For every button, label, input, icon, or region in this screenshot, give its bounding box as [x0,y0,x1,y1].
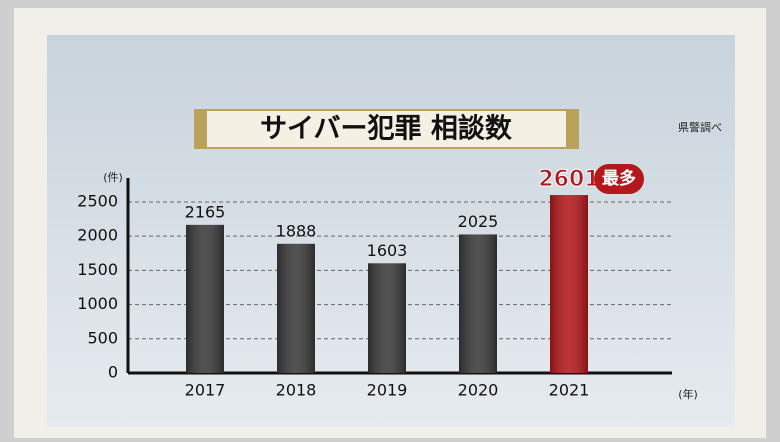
bar-shade [550,195,588,373]
x-unit: (年) [678,387,698,401]
x-tick-label: 2017 [185,381,226,400]
title-box [194,109,579,149]
title-accent [195,110,207,148]
annotation-badge [594,164,644,195]
value-label: 1603 [367,241,408,260]
y-tick-label: 0 [108,363,118,382]
annotation: 最多 [602,168,636,189]
y-tick-label: 2500 [77,191,118,210]
x-tick-label: 2021 [549,381,590,400]
x-tick-label: 2018 [276,381,317,400]
value-label: 2025 [458,212,499,231]
value-label: 2601 [538,167,599,192]
value-label: 2165 [185,202,226,221]
y-tick-label: 500 [87,328,118,347]
title-accent [566,110,578,148]
bar-shade [186,224,224,373]
x-tick-label: 2020 [458,381,499,400]
bar-shade [368,263,406,373]
y-unit: (件) [103,171,123,184]
y-tick-label: 1500 [77,260,118,279]
bar-shade [277,243,315,373]
x-tick-label: 2019 [367,381,408,400]
value-label: 1888 [276,221,317,240]
chart-title: サイバー犯罪 相談数 [260,113,513,145]
y-tick-label: 2000 [77,226,118,245]
y-tick-label: 1000 [77,294,118,313]
source: 県警調べ [678,120,722,134]
bar-shade [459,234,497,373]
